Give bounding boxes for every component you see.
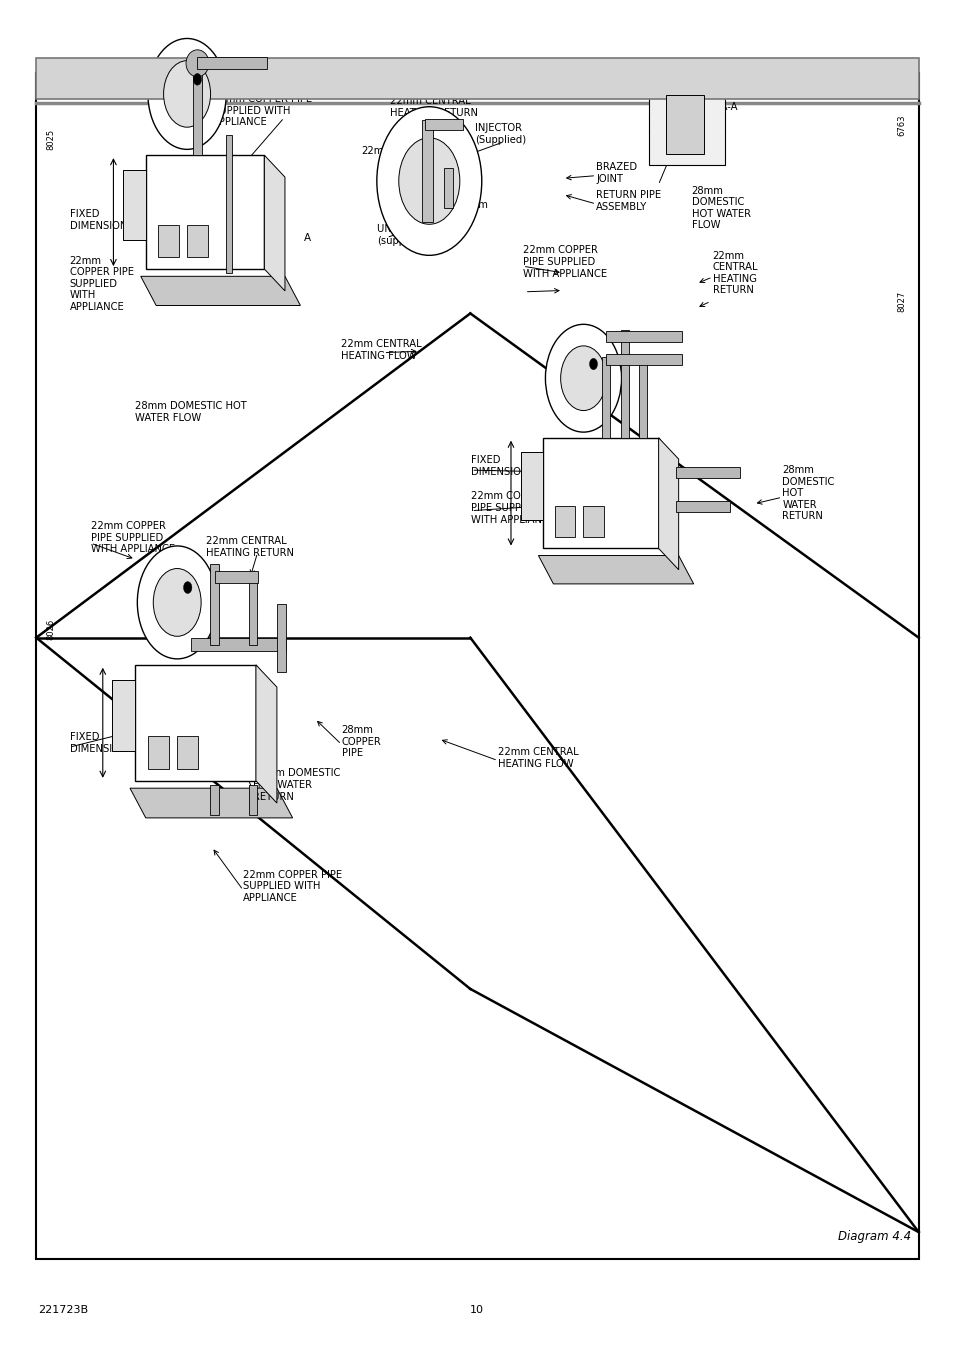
Bar bbox=[648, 84, 724, 165]
Ellipse shape bbox=[376, 107, 481, 255]
Ellipse shape bbox=[186, 50, 209, 77]
Bar bbox=[177, 736, 198, 769]
Text: 22mm COPPER PIPE
SUPPLIED WITH
APPLIANCE: 22mm COPPER PIPE SUPPLIED WITH APPLIANCE bbox=[243, 870, 342, 902]
Bar bbox=[620, 330, 628, 438]
Bar bbox=[605, 354, 681, 365]
Text: 28mm
COPPER
PIPE: 28mm COPPER PIPE bbox=[341, 725, 381, 758]
Text: 10: 10 bbox=[470, 1305, 483, 1316]
Text: FIXED
DIMENSION: FIXED DIMENSION bbox=[70, 209, 127, 231]
Bar bbox=[36, 73, 918, 1259]
Text: 8025: 8025 bbox=[46, 128, 55, 150]
Text: 8026: 8026 bbox=[46, 619, 55, 640]
Bar bbox=[605, 331, 681, 342]
Ellipse shape bbox=[193, 73, 201, 85]
Text: 22mm CENTRAL
HEATING FLOW: 22mm CENTRAL HEATING FLOW bbox=[497, 747, 578, 769]
Ellipse shape bbox=[153, 569, 201, 636]
Text: 22mm COPPER PIPE
SUPPLIED WITH
APPLIANCE: 22mm COPPER PIPE SUPPLIED WITH APPLIANCE bbox=[213, 95, 312, 127]
Text: 22mm CENTRAL
HEATING RETURN: 22mm CENTRAL HEATING RETURN bbox=[390, 96, 477, 118]
Polygon shape bbox=[141, 277, 300, 305]
Text: 22mm CENTRAL
HEATING RETURN: 22mm CENTRAL HEATING RETURN bbox=[206, 536, 294, 558]
Bar bbox=[193, 63, 202, 155]
Text: 28mm DOMESTIC HOT
WATER FLOW: 28mm DOMESTIC HOT WATER FLOW bbox=[134, 401, 247, 423]
Ellipse shape bbox=[148, 38, 226, 150]
Polygon shape bbox=[264, 155, 285, 290]
Text: 22mm CENTRAL
HEATING FLOW: 22mm CENTRAL HEATING FLOW bbox=[341, 339, 421, 361]
Text: 6763: 6763 bbox=[896, 115, 905, 136]
Text: INJECTOR
(Supplied): INJECTOR (Supplied) bbox=[475, 123, 526, 145]
Bar bbox=[135, 665, 255, 781]
Ellipse shape bbox=[545, 324, 621, 432]
Text: SECTION A-A: SECTION A-A bbox=[674, 101, 737, 112]
Text: 22mm COPPER
PIPE SUPPLIED
WITH APPLIANCE: 22mm COPPER PIPE SUPPLIED WITH APPLIANCE bbox=[471, 492, 555, 524]
Text: BRAZED
JOINT: BRAZED JOINT bbox=[596, 162, 637, 184]
Text: UNEQUAL TEE
(supplied): UNEQUAL TEE (supplied) bbox=[376, 224, 447, 246]
Bar bbox=[146, 155, 264, 269]
Polygon shape bbox=[130, 788, 293, 817]
Bar bbox=[601, 357, 609, 438]
Text: 22mm COPPER
PIPE SUPPLIED
WITH APPLIANCE: 22mm COPPER PIPE SUPPLIED WITH APPLIANCE bbox=[522, 246, 606, 278]
Bar bbox=[424, 119, 462, 130]
Ellipse shape bbox=[589, 358, 597, 370]
Bar bbox=[639, 357, 646, 438]
Ellipse shape bbox=[398, 138, 459, 224]
Bar bbox=[675, 467, 739, 478]
Bar bbox=[214, 571, 257, 584]
Bar bbox=[421, 120, 433, 222]
Bar bbox=[248, 577, 256, 644]
Bar bbox=[583, 505, 603, 538]
Text: FIXED
DIMENSION: FIXED DIMENSION bbox=[70, 732, 127, 754]
Bar bbox=[276, 604, 286, 671]
Bar bbox=[521, 453, 543, 520]
Text: Diagram 4.4: Diagram 4.4 bbox=[837, 1229, 910, 1243]
Text: 221723B: 221723B bbox=[38, 1305, 89, 1316]
Ellipse shape bbox=[137, 546, 217, 659]
Polygon shape bbox=[255, 665, 276, 802]
Bar bbox=[123, 170, 146, 240]
Text: 22mm: 22mm bbox=[360, 146, 393, 157]
Text: 8027: 8027 bbox=[896, 290, 905, 312]
Text: 28mm DOMESTIC
HOT WATER
RETURN: 28mm DOMESTIC HOT WATER RETURN bbox=[253, 769, 340, 801]
FancyBboxPatch shape bbox=[36, 58, 918, 99]
Text: FIXED
DIMENSION: FIXED DIMENSION bbox=[471, 455, 528, 477]
Polygon shape bbox=[658, 438, 678, 570]
Bar bbox=[210, 563, 218, 644]
Text: 28mm
DOMESTIC
HOT WATER
FLOW: 28mm DOMESTIC HOT WATER FLOW bbox=[691, 185, 750, 231]
Text: 22mm COPPER
PIPE SUPPLIED
WITH APPLIANCE: 22mm COPPER PIPE SUPPLIED WITH APPLIANCE bbox=[91, 521, 174, 554]
Bar bbox=[675, 501, 729, 512]
Polygon shape bbox=[537, 555, 693, 584]
Bar bbox=[112, 680, 135, 751]
Bar bbox=[225, 135, 232, 273]
Text: 28mm: 28mm bbox=[456, 200, 488, 211]
Bar bbox=[197, 57, 267, 69]
Ellipse shape bbox=[163, 61, 211, 127]
Bar bbox=[187, 226, 208, 257]
Text: 28mm
DOMESTIC
HOT
WATER
RETURN: 28mm DOMESTIC HOT WATER RETURN bbox=[781, 465, 834, 521]
Text: 22mm
CENTRAL
HEATING
RETURN: 22mm CENTRAL HEATING RETURN bbox=[712, 250, 758, 296]
Ellipse shape bbox=[183, 581, 192, 593]
Bar bbox=[443, 168, 453, 208]
Bar bbox=[665, 95, 703, 154]
Bar bbox=[555, 505, 575, 538]
Bar bbox=[248, 785, 256, 815]
Text: A: A bbox=[303, 232, 311, 243]
Text: 22mm
COPPER PIPE
SUPPLIED
WITH
APPLIANCE: 22mm COPPER PIPE SUPPLIED WITH APPLIANCE bbox=[70, 255, 133, 312]
Ellipse shape bbox=[560, 346, 606, 411]
Bar bbox=[543, 438, 658, 549]
Bar bbox=[210, 785, 218, 815]
Bar bbox=[191, 639, 286, 651]
Bar bbox=[158, 226, 178, 257]
Text: RETURN PIPE
ASSEMBLY: RETURN PIPE ASSEMBLY bbox=[596, 190, 660, 212]
Bar bbox=[148, 736, 169, 769]
